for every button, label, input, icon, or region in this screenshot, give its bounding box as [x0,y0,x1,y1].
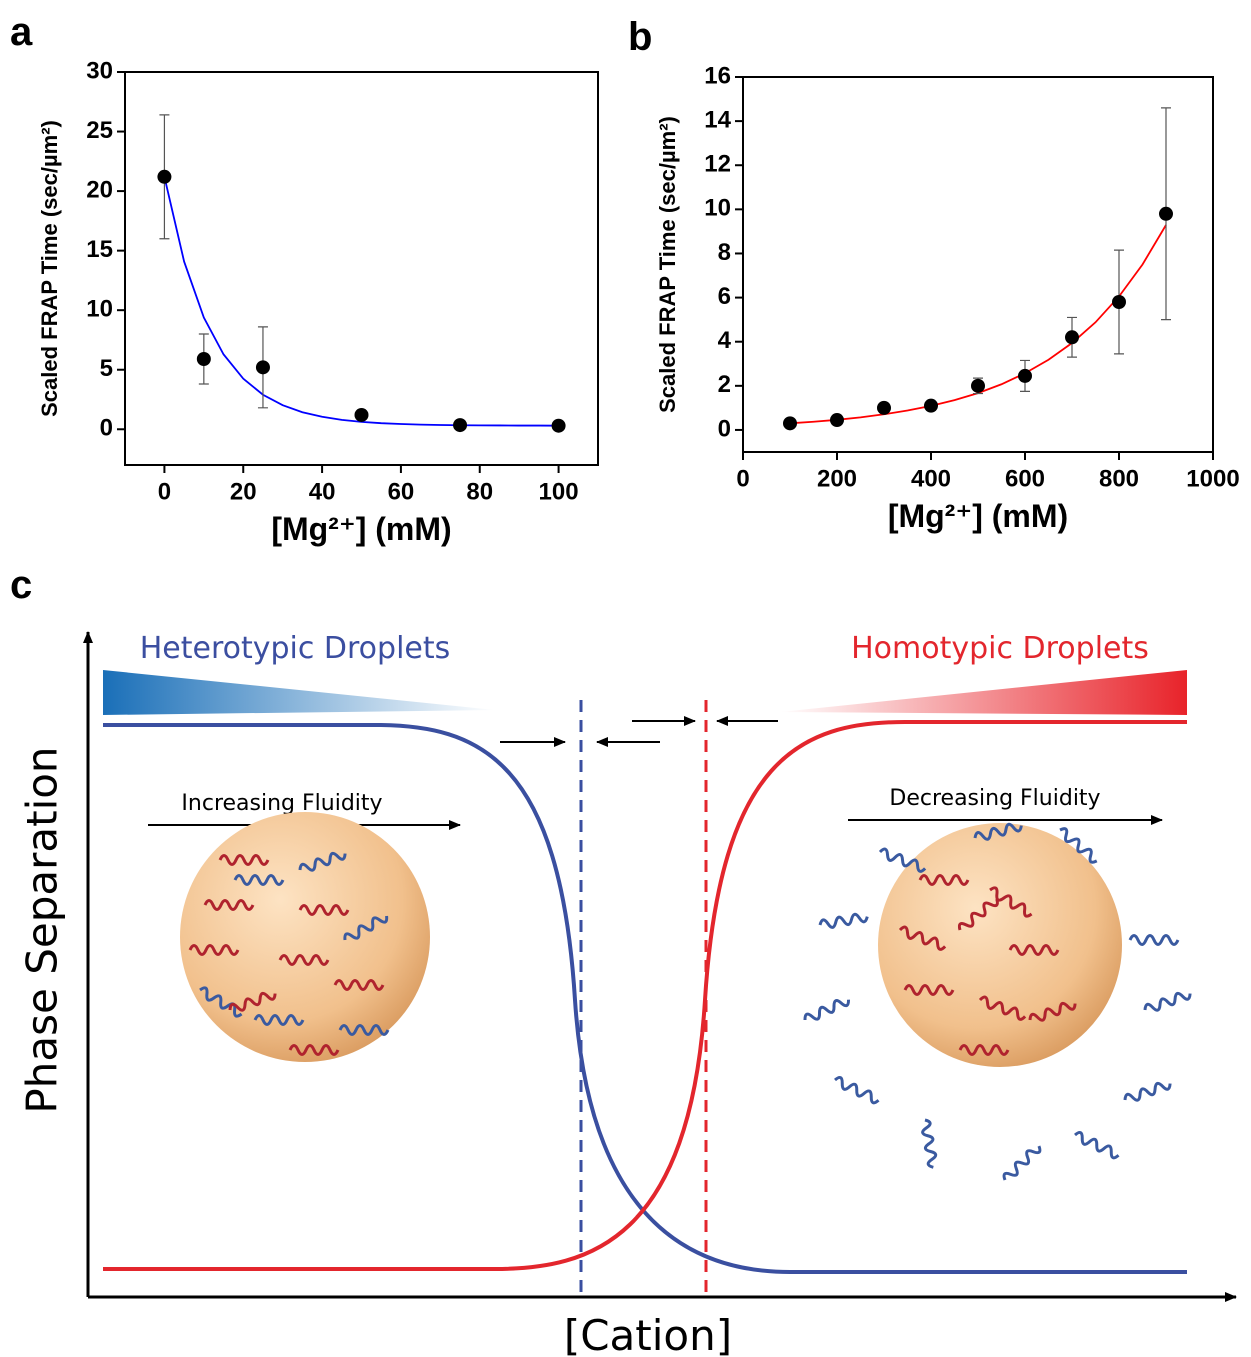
y-tick-label: 25 [86,117,113,144]
point [924,398,938,413]
point [971,378,985,393]
y-tick-label: 10 [86,296,113,323]
blue-gradient [103,670,495,715]
y-tick-label: 14 [704,106,731,133]
diagram: c Phase Separation [Cation] Heterotypic … [10,563,1237,1357]
panel-label: b [628,15,652,59]
point [1112,295,1126,309]
point [830,413,844,428]
y-tick-label: 4 [718,327,732,354]
strand [1128,934,1180,946]
panel-label: a [10,10,33,54]
x-axis-label: [Mg²⁺] (mM) [271,511,451,547]
point [1018,368,1032,383]
strand [801,994,852,1026]
x-tick-label: 0 [736,465,749,492]
y-tick-label: 12 [704,151,731,178]
x-tick-label: 0 [158,478,171,505]
right-arrow-label: Decreasing Fluidity [889,786,1100,811]
panel-label: c [10,563,32,607]
x-tick-label: 40 [309,478,336,505]
point [196,352,211,367]
y-axis-label: Phase Separation [18,746,67,1113]
strand [831,1074,882,1106]
x-tick-label: 1000 [1186,465,1239,492]
blue-curve [103,723,1187,1274]
red-gradient [780,670,1187,715]
x-tick-label: 100 [539,478,579,505]
y-tick-label: 10 [704,195,731,222]
x-axis-label: [Mg²⁺] (mM) [888,498,1068,534]
y-tick-label: 5 [100,355,113,382]
plot-frame [742,76,1214,453]
point [877,400,891,415]
point [1159,206,1173,221]
right-title: Homotypic Droplets [851,631,1149,666]
left-title: Heterotypic Droplets [140,631,451,666]
x-tick-label: 200 [817,465,857,492]
plot-frame [124,71,599,466]
y-axis-label: Scaled FRAP Time (sec/µm²) [37,120,62,417]
strand [1141,987,1194,1016]
point [354,407,369,422]
strand [919,1117,940,1170]
y-axis-label: Scaled FRAP Time (sec/µm²) [655,116,680,413]
strand [1071,1129,1122,1161]
point [157,169,172,184]
droplet [180,812,430,1062]
left-arrow-label: Increasing Fluidity [181,791,382,816]
y-tick-label: 0 [100,415,113,442]
x-axis-label: [Cation] [564,1311,732,1357]
strand [1121,1077,1174,1106]
point [783,416,797,431]
y-tick-label: 30 [86,57,113,84]
x-tick-label: 400 [911,465,951,492]
fit-line [163,176,559,427]
x-tick-label: 20 [230,478,257,505]
x-tick-label: 800 [1099,465,1139,492]
y-tick-label: 15 [86,236,113,263]
y-tick-label: 2 [718,371,731,398]
y-tick-label: 20 [86,176,113,203]
x-tick-label: 80 [466,478,493,505]
x-tick-label: 600 [1005,465,1045,492]
strand [1000,1141,1044,1185]
point [551,418,566,433]
point [255,360,270,375]
y-tick-label: 6 [718,283,731,310]
point [453,418,468,433]
y-tick-label: 16 [704,62,731,89]
y-tick-label: 0 [718,415,731,442]
y-tick-label: 8 [718,239,731,266]
point [1065,330,1079,345]
x-tick-label: 60 [388,478,415,505]
strand [817,910,870,931]
